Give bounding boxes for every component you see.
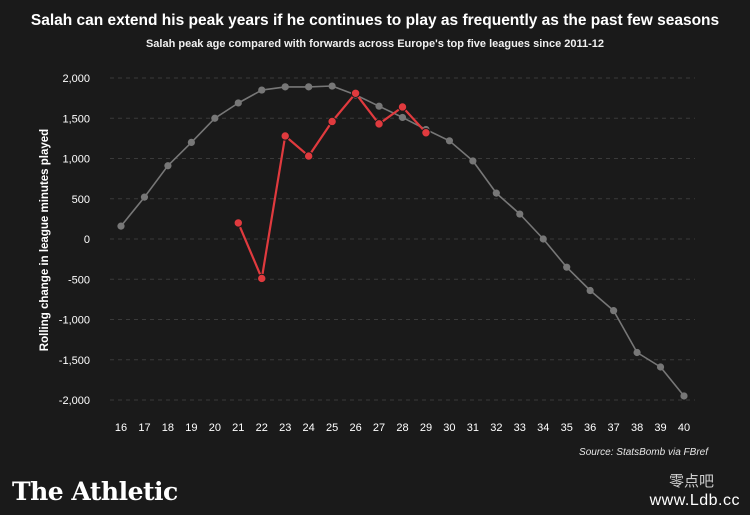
x-tick-label: 29 [420, 422, 432, 434]
x-tick-label: 16 [115, 422, 127, 434]
x-tick-label: 20 [209, 422, 221, 434]
y-tick-label: -1,500 [59, 355, 90, 367]
y-tick-label: 0 [84, 234, 90, 246]
data-point-salah [397, 102, 408, 112]
data-point-salah [303, 151, 314, 161]
y-tick-label: 500 [72, 194, 90, 206]
x-tick-labels: 16 17 18 19 20 21 22 23 24 25 26 27 28 29 30 31 32 33 34 35… [115, 422, 690, 434]
data-point-salah [327, 116, 337, 127]
data-point-forwards [117, 222, 125, 230]
y-tick-label: -2,000 [59, 395, 90, 407]
data-point-salah [257, 273, 267, 284]
y-tick-label: 1,500 [62, 113, 90, 125]
data-point-forwards [539, 235, 547, 243]
x-tick-label: 35 [561, 422, 573, 434]
data-point-forwards [633, 348, 641, 357]
x-tick-label: 23 [279, 422, 291, 434]
data-point-forwards [305, 83, 313, 91]
x-tick-label: 28 [396, 422, 408, 434]
data-point-forwards [187, 138, 195, 146]
data-point-forwards [469, 157, 477, 165]
x-tick-label: 37 [608, 422, 620, 434]
data-point-forwards [234, 99, 242, 107]
source-note: Source: StatsBomb via FBref [579, 447, 708, 458]
x-tick-label: 31 [467, 422, 479, 434]
data-point-forwards [375, 102, 383, 110]
chart-subtitle: Salah peak age compared with forwards ac… [145, 38, 605, 50]
series-group [117, 82, 688, 400]
x-tick-label: 25 [326, 422, 338, 434]
y-tick-label: 1,000 [62, 154, 90, 166]
series-line-forwards [120, 85, 685, 397]
x-tick-label: 34 [537, 422, 549, 434]
x-tick-label: 18 [162, 422, 174, 434]
data-point-forwards [211, 114, 219, 122]
y-tick-label: 2,000 [62, 73, 90, 85]
x-tick-label: 39 [654, 422, 666, 434]
data-point-salah [233, 218, 243, 228]
x-tick-label: 26 [349, 422, 361, 434]
data-point-forwards [656, 363, 665, 371]
data-point-salah [421, 128, 431, 138]
data-point-forwards [140, 193, 149, 201]
data-point-forwards [281, 83, 289, 91]
x-tick-label: 24 [303, 422, 315, 434]
watermark-url: www.Ldb.cc [649, 492, 740, 509]
x-tick-label: 32 [490, 422, 502, 434]
data-point-forwards [516, 210, 524, 218]
data-point-forwards [258, 86, 266, 94]
x-tick-label: 38 [631, 422, 643, 434]
data-point-forwards [610, 307, 618, 315]
data-point-salah [350, 88, 361, 98]
y-tick-labels: 2,000 1,500 1,000 500 0 -500 -1,000 -1,500 -2,00… [59, 73, 90, 407]
data-point-forwards [680, 392, 688, 400]
y-tick-label: -1,000 [59, 315, 90, 327]
x-tick-label: 33 [514, 422, 526, 434]
data-point-forwards [164, 162, 172, 170]
grid-lines [110, 77, 695, 401]
x-tick-label: 19 [185, 422, 197, 434]
x-tick-label: 27 [373, 422, 385, 434]
x-tick-label: 22 [256, 422, 268, 434]
watermark-text: 零点吧 [668, 473, 714, 490]
brand-logo: The Athletic [12, 477, 178, 506]
x-tick-label: 17 [138, 422, 150, 434]
data-point-forwards [398, 113, 407, 122]
data-point-salah [280, 131, 290, 141]
y-tick-label: -500 [68, 274, 90, 286]
x-tick-label: 21 [232, 422, 244, 434]
y-axis-label: Rolling change in league minutes played [39, 129, 51, 351]
data-point-forwards [445, 137, 454, 145]
x-tick-label: 36 [584, 422, 596, 434]
data-point-forwards [563, 263, 571, 271]
x-tick-label: 40 [678, 422, 690, 434]
chart-title: Salah can extend his peak years if he co… [30, 12, 720, 29]
x-tick-label: 30 [443, 422, 455, 434]
data-point-forwards [328, 82, 336, 90]
data-point-salah [374, 119, 384, 129]
data-point-forwards [586, 286, 594, 295]
data-point-forwards [492, 189, 500, 197]
